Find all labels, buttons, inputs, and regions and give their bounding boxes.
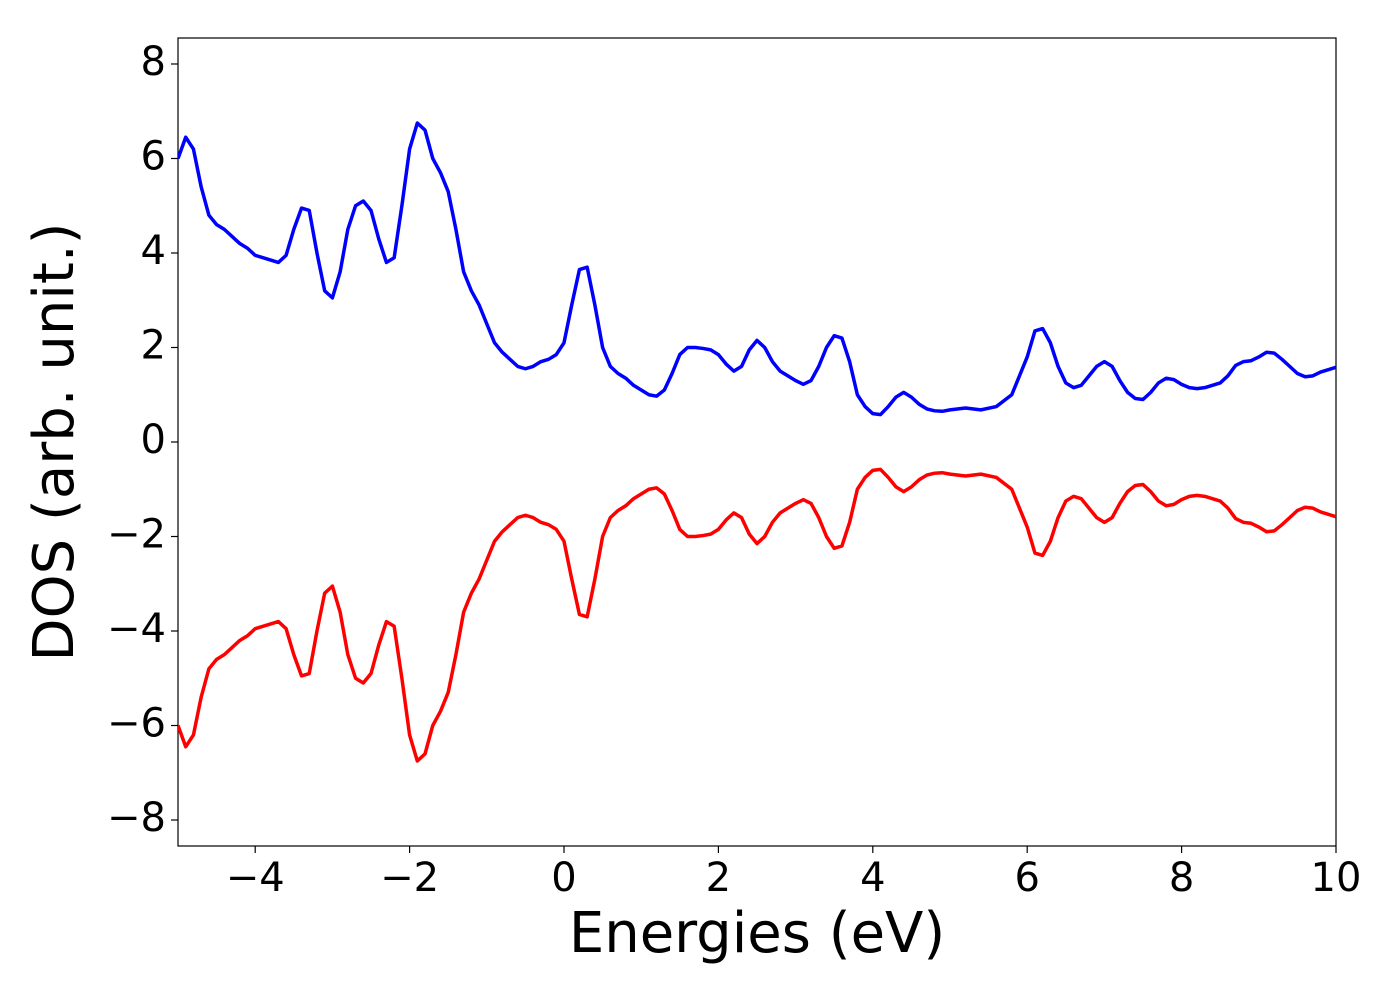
plot-frame [177,37,1337,847]
y-tick-label: −4 [107,606,166,652]
x-tick-label: 4 [860,855,885,901]
y-tick-label: 8 [141,39,166,85]
y-tick-label: −8 [107,795,166,841]
x-tick-label: 0 [551,855,576,901]
x-tick-label: −4 [226,855,285,901]
x-tick-label: −2 [380,855,439,901]
x-tick-label: 2 [706,855,731,901]
x-axis-label: Energies (eV) [569,901,945,966]
y-tick-label: 6 [141,133,166,179]
series-line [178,467,1336,763]
y-tick-label: −6 [107,701,166,747]
y-axis-label: DOS (arb. unit.) [22,222,87,661]
y-tick-label: −2 [107,512,166,558]
x-tick-label: 8 [1169,855,1194,901]
y-tick-label: 2 [141,322,166,368]
x-tick-label: 10 [1311,855,1362,901]
x-tick-label: 6 [1014,855,1039,901]
y-tick-label: 0 [141,417,166,463]
y-tick-label: 4 [141,228,166,274]
series-line [178,121,1336,417]
